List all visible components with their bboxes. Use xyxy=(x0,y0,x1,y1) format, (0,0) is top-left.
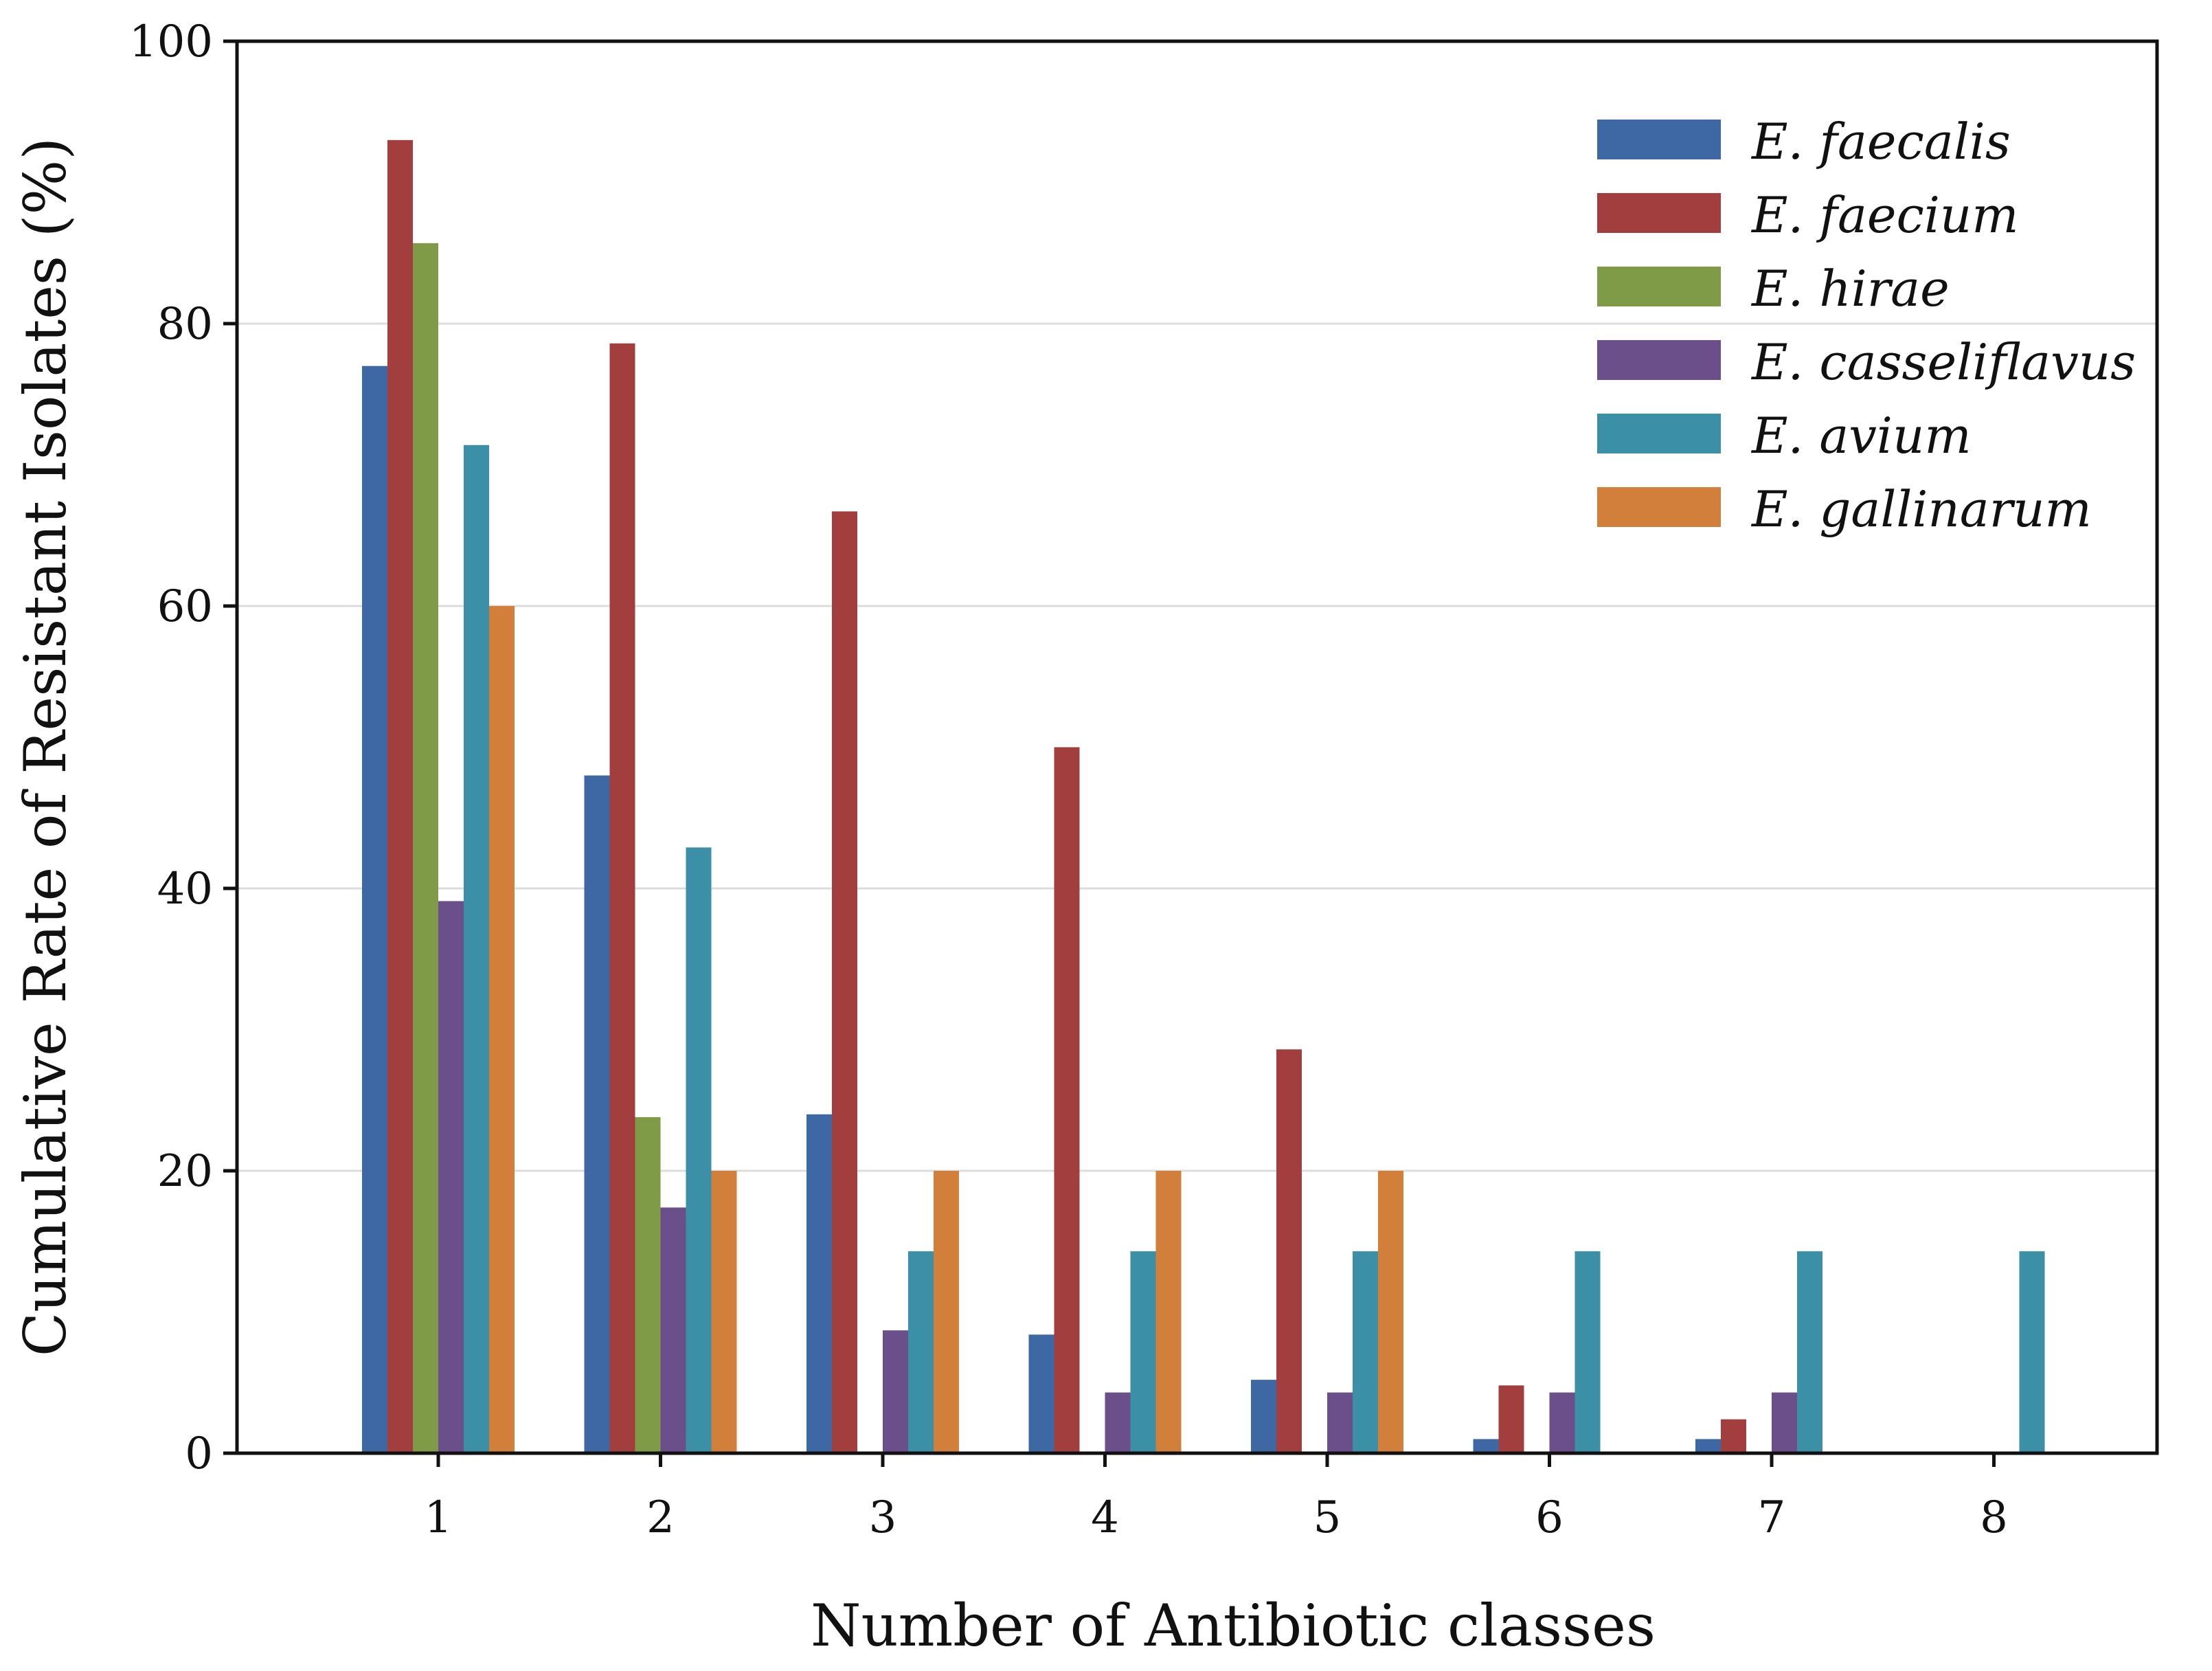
bar-e-faecalis-4 xyxy=(1028,1334,1054,1453)
y-tick-label: 40 xyxy=(157,864,213,915)
bar-e-faecalis-6 xyxy=(1473,1439,1499,1453)
legend-swatch xyxy=(1597,414,1721,453)
bar-e-faecalis-7 xyxy=(1695,1439,1721,1453)
x-tick-label: 7 xyxy=(1758,1492,1786,1543)
x-tick-label: 5 xyxy=(1313,1492,1342,1543)
legend-swatch xyxy=(1597,120,1721,159)
x-tick-label: 1 xyxy=(425,1492,453,1543)
bar-e-faecium-3 xyxy=(832,511,857,1454)
x-axis: 1 2 3 4 5 6 7 8 xyxy=(425,1453,2008,1543)
legend-swatch xyxy=(1597,340,1721,380)
plot-frame xyxy=(235,39,2159,1455)
bar-e-casseliflavus-4 xyxy=(1105,1392,1131,1453)
legend-label: E. faecalis xyxy=(1750,113,2011,170)
y-axis-label: Cumulative Rate of Resistant Isolates (%… xyxy=(12,137,79,1356)
y-axis: 0 20 40 60 80 100 xyxy=(129,16,237,1479)
bar-e-gallinarum-2 xyxy=(711,1171,737,1453)
bar-e-casseliflavus-3 xyxy=(883,1330,908,1453)
bar-e-faecium-5 xyxy=(1276,1049,1302,1453)
bar-e-faecalis-1 xyxy=(362,366,387,1453)
x-tick-label: 2 xyxy=(646,1492,675,1543)
bar-e-avium-5 xyxy=(1353,1251,1378,1453)
y-tick-label: 0 xyxy=(185,1428,213,1479)
y-tick-label: 20 xyxy=(157,1146,213,1197)
bar-e-gallinarum-5 xyxy=(1378,1171,1403,1453)
bars xyxy=(362,139,2045,1454)
gridlines xyxy=(237,322,2157,1172)
bar-e-casseliflavus-6 xyxy=(1549,1392,1575,1453)
bar-e-faecium-6 xyxy=(1498,1385,1524,1453)
bar-e-gallinarum-4 xyxy=(1155,1171,1182,1453)
bar-e-casseliflavus-1 xyxy=(438,901,464,1453)
legend-label: E. avium xyxy=(1750,407,1972,464)
bar-e-avium-6 xyxy=(1575,1251,1601,1453)
y-tick-label: 100 xyxy=(129,16,213,67)
bar-e-faecium-7 xyxy=(1721,1419,1746,1453)
bar-e-faecium-1 xyxy=(387,139,413,1454)
bar-e-faecium-4 xyxy=(1054,747,1080,1453)
bar-e-hirae-1 xyxy=(413,243,438,1453)
x-tick-label: 4 xyxy=(1091,1492,1119,1543)
legend-label: E. casseliflavus xyxy=(1750,333,2136,391)
y-tick-label: 60 xyxy=(157,581,213,632)
legend-label: E. hirae xyxy=(1750,260,1950,317)
y-tick-label: 80 xyxy=(157,299,213,350)
bar-e-avium-4 xyxy=(1130,1251,1156,1453)
bar-e-faecalis-3 xyxy=(806,1114,832,1453)
x-tick-label: 6 xyxy=(1535,1492,1564,1543)
x-tick-label: 8 xyxy=(1980,1492,2008,1543)
bar-e-avium-8 xyxy=(2019,1251,2045,1453)
x-tick-label: 3 xyxy=(869,1492,897,1543)
bar-e-hirae-2 xyxy=(635,1117,661,1453)
legend-label: E. faecium xyxy=(1750,186,2019,244)
bar-e-casseliflavus-7 xyxy=(1772,1392,1797,1453)
x-axis-label: Number of Antibiotic classes xyxy=(811,1592,1656,1659)
bar-e-gallinarum-3 xyxy=(934,1171,959,1453)
bar-e-gallinarum-1 xyxy=(489,606,515,1453)
bar-e-faecalis-5 xyxy=(1251,1380,1276,1453)
bar-e-casseliflavus-5 xyxy=(1327,1392,1353,1453)
legend-swatch xyxy=(1597,267,1721,306)
legend-label: E. gallinarum xyxy=(1750,480,2092,538)
bar-e-avium-7 xyxy=(1797,1251,1822,1453)
bar-e-avium-2 xyxy=(686,847,712,1453)
bar-e-avium-1 xyxy=(464,445,489,1453)
bar-e-faecalis-2 xyxy=(584,775,610,1453)
bar-e-faecium-2 xyxy=(609,343,635,1453)
bar-e-avium-3 xyxy=(908,1251,934,1453)
legend-swatch xyxy=(1597,193,1721,233)
bar-e-casseliflavus-2 xyxy=(660,1207,686,1453)
legend: E. faecalis E. faecium E. hirae E. casselif… xyxy=(1597,113,2136,538)
legend-swatch xyxy=(1597,487,1721,527)
